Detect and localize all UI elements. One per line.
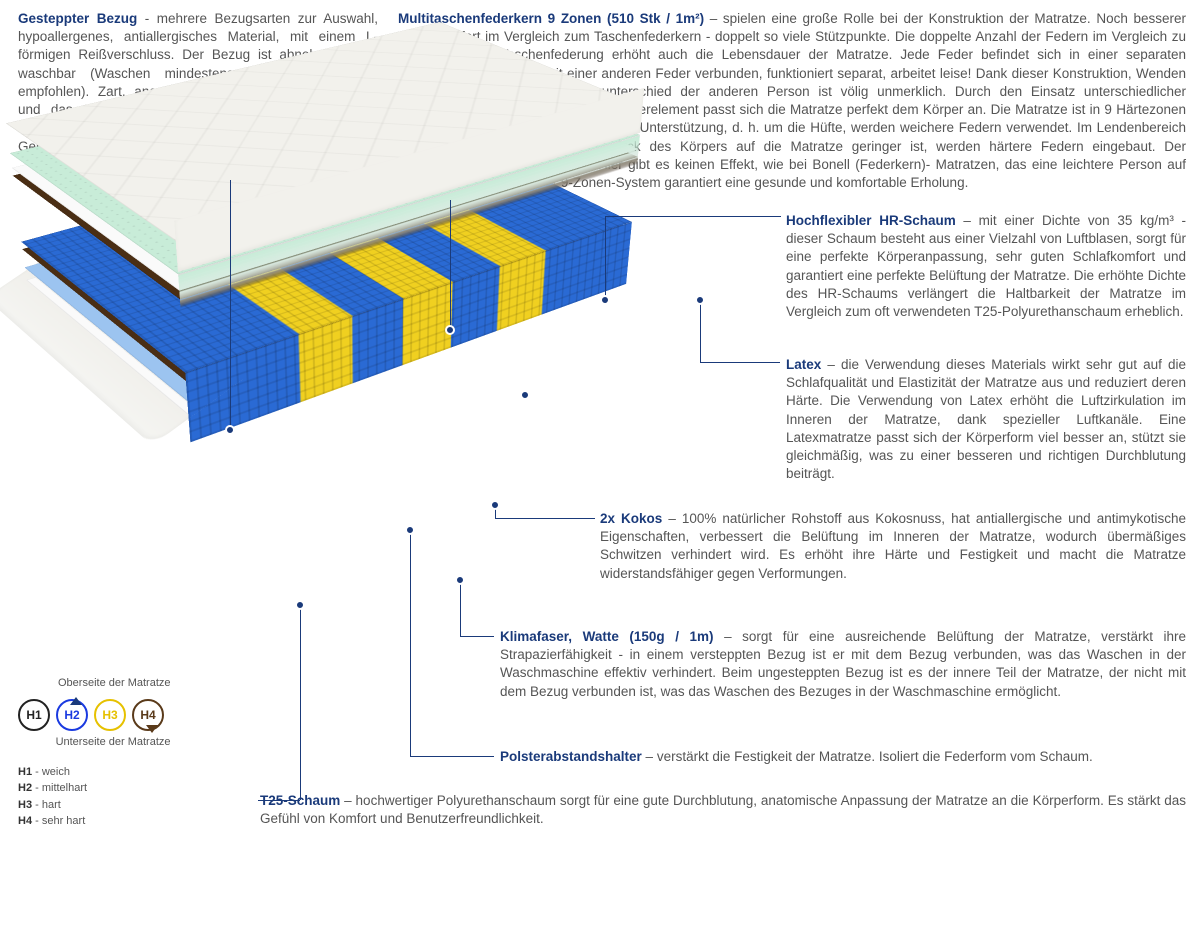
feder-marker2 bbox=[520, 390, 530, 400]
hardness-H1: H1 bbox=[18, 699, 50, 731]
legend-top-label: Oberseite der Matratze bbox=[58, 676, 171, 691]
leader-line bbox=[700, 300, 701, 362]
hr-section: Hochflexibler HR-Schaum – mit einer Dich… bbox=[786, 212, 1186, 321]
hardness-desc-H4: H4 - sehr hart bbox=[18, 813, 171, 830]
hr-body: mit einer Dichte von 35 kg/m³ - dieser S… bbox=[786, 213, 1186, 319]
leader-line bbox=[258, 800, 300, 801]
bezug-marker bbox=[225, 425, 235, 435]
latex-body: die Verwendung dieses Materials wirkt se… bbox=[786, 357, 1186, 481]
hardness-desc-H3: H3 - hart bbox=[18, 797, 171, 814]
leader-line bbox=[450, 200, 451, 330]
polster-section: Polsterabstandshalter – verstärkt die Fe… bbox=[500, 748, 1186, 766]
hardness-desc-H1: H1 - weich bbox=[18, 764, 171, 781]
polster-sep: – bbox=[642, 749, 657, 764]
mattress-illustration bbox=[0, 240, 776, 620]
bezug-sep: - bbox=[137, 11, 156, 26]
hardness-H3: H3 bbox=[94, 699, 126, 731]
federkern-sep: – bbox=[704, 11, 723, 26]
latex-marker bbox=[695, 295, 705, 305]
hr-sep: – bbox=[956, 213, 979, 228]
hardness-legend: Oberseite der Matratze H1H2H3H4 Untersei… bbox=[18, 676, 171, 830]
leader-line bbox=[605, 216, 781, 217]
polster-title: Polsterabstandshalter bbox=[500, 749, 642, 764]
leader-line bbox=[605, 216, 606, 300]
hr-marker bbox=[600, 295, 610, 305]
klima-sep: – bbox=[714, 629, 743, 644]
leader-line bbox=[300, 605, 301, 800]
t25-section: T25-Schaum – hochwertiger Polyurethansch… bbox=[260, 792, 1186, 828]
latex-sep: – bbox=[821, 357, 841, 372]
t25-body: hochwertiger Polyurethanschaum sorgt für… bbox=[260, 793, 1186, 826]
latex-title: Latex bbox=[786, 357, 821, 372]
leader-line bbox=[460, 580, 461, 636]
legend-bottom-label: Unterseite der Matratze bbox=[18, 735, 171, 750]
leader-line bbox=[700, 362, 780, 363]
t25-marker bbox=[295, 600, 305, 610]
klima-section: Klimafaser, Watte (150g / 1m) – sorgt fü… bbox=[500, 628, 1186, 701]
leader-line bbox=[230, 180, 231, 430]
feder-marker1 bbox=[445, 325, 455, 335]
leader-line bbox=[410, 756, 494, 757]
polster-marker bbox=[405, 525, 415, 535]
hr-title: Hochflexibler HR-Schaum bbox=[786, 213, 956, 228]
leader-line bbox=[410, 530, 411, 756]
kokos-marker bbox=[490, 500, 500, 510]
polster-body: verstärkt die Festigkeit der Matratze. I… bbox=[657, 749, 1093, 764]
klima-title: Klimafaser, Watte (150g / 1m) bbox=[500, 629, 714, 644]
latex-section: Latex – die Verwendung dieses Materials … bbox=[786, 356, 1186, 484]
t25-sep: – bbox=[340, 793, 355, 808]
leader-line bbox=[460, 636, 494, 637]
klima-marker bbox=[455, 575, 465, 585]
leader-line bbox=[495, 518, 595, 519]
bezug-title: Gesteppter Bezug bbox=[18, 11, 137, 26]
hardness-desc-H2: H2 - mittelhart bbox=[18, 780, 171, 797]
